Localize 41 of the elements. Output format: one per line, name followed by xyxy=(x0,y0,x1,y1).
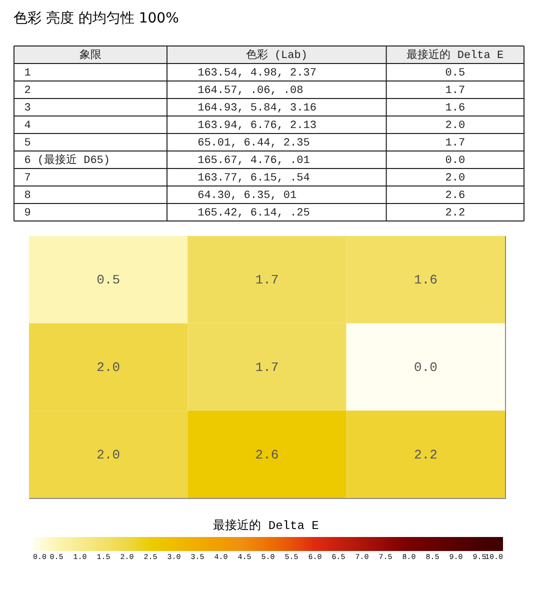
text: 0.0 xyxy=(445,154,466,167)
text: 165.42, 6.14, .25 xyxy=(198,207,310,220)
data-label: 0.5 xyxy=(96,272,120,288)
text: 3 xyxy=(24,102,31,114)
text: 1 xyxy=(24,67,31,80)
data-label: 1.7 xyxy=(255,272,279,288)
text: 164.57, .06, .08 xyxy=(198,84,304,97)
data-label: 2.0 xyxy=(96,360,120,375)
text: 0.5 xyxy=(445,67,466,80)
data-label: 0.0 xyxy=(414,360,438,375)
text: 1.7 xyxy=(445,137,466,150)
text: 2.2 xyxy=(445,207,466,220)
text: 65.01, 6.44, 2.35 xyxy=(198,137,310,150)
text: 1.7 xyxy=(445,84,466,97)
text: 2 xyxy=(24,84,31,97)
category-label: 最接近的 Delta E xyxy=(406,48,504,62)
text: 163.54, 4.98, 2.37 xyxy=(198,67,316,80)
text: 8 xyxy=(24,190,31,202)
text: 4 xyxy=(24,120,31,132)
data-label: 2.0 xyxy=(96,447,120,462)
text: 9 xyxy=(24,207,31,220)
color-bar-title: 最接近的 Delta E xyxy=(213,518,319,533)
text: 163.77, 6.15, .54 xyxy=(198,172,310,184)
data-label: 1.6 xyxy=(414,272,438,288)
data-label: 2.2 xyxy=(414,447,438,462)
text: 165.67, 4.76, .01 xyxy=(198,154,310,167)
text: 1.6 xyxy=(445,102,466,114)
text: 2.0 xyxy=(445,172,466,184)
text: 2.0 xyxy=(445,120,466,132)
category-label: 色彩 (Lab) xyxy=(246,48,308,62)
text: 7 xyxy=(24,172,31,184)
text: 2.6 xyxy=(445,190,466,202)
text: 163.94, 6.76, 2.13 xyxy=(198,120,316,132)
data-label: 1.7 xyxy=(255,360,279,375)
text: 色彩 亮度 的均匀性 100% xyxy=(14,10,179,26)
data-label: 2.6 xyxy=(255,447,279,462)
text: 64.30, 6.35, 01 xyxy=(198,190,297,202)
text: 6 (最接近 D65) xyxy=(24,154,110,167)
category-label: 象限 xyxy=(80,48,102,62)
text: 164.93, 5.84, 3.16 xyxy=(198,102,316,114)
text: 5 xyxy=(24,137,31,150)
